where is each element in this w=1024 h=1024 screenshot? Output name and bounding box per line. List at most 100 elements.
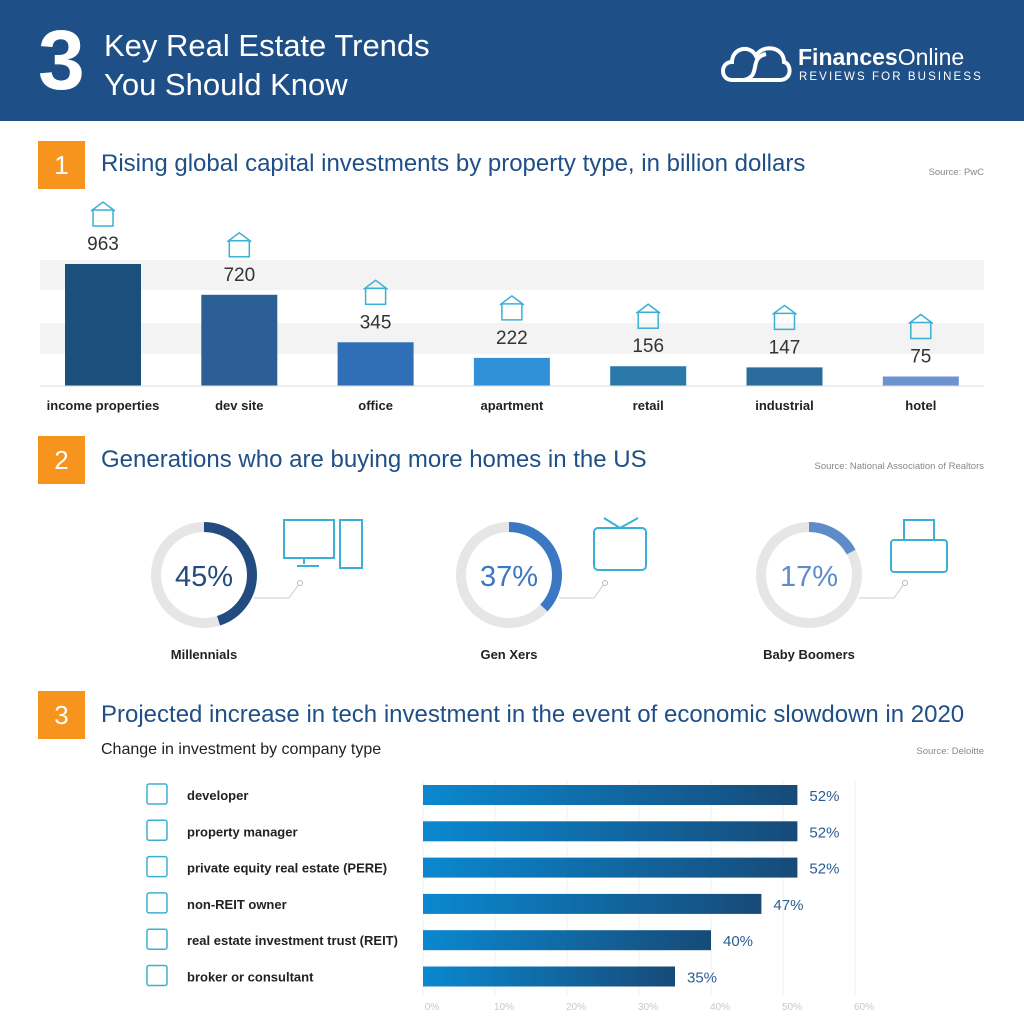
generation-label: Millennials [171, 647, 237, 662]
bar-value-label: 75 [910, 346, 931, 367]
category-label: hotel [905, 398, 936, 413]
hbar-3 [423, 857, 798, 878]
company-type-label: developer [187, 788, 248, 803]
dev-site-icon [226, 231, 252, 258]
house-icon [146, 855, 168, 878]
hbar-4 [423, 893, 762, 914]
connector-line [254, 583, 300, 599]
donut-value-label: 17% [780, 561, 838, 593]
apartment-icon [499, 294, 525, 321]
donut-arc-baby-boomers [756, 522, 862, 628]
section-1-source: Source: PwC [928, 167, 984, 178]
donut-arc-millennials [151, 522, 257, 628]
connector-dot [602, 580, 608, 586]
property-investment-chart: 963 income properties 720 dev site 345 office… [40, 201, 984, 413]
x-tick-label: 40% [710, 1002, 730, 1013]
bar-value-label: 345 [360, 312, 392, 333]
hbar-value-label: 52% [809, 861, 839, 878]
brand-name: FinancesOnline [798, 44, 964, 71]
section-3-number: 3 [38, 691, 85, 739]
background-stripe [40, 260, 984, 290]
brand-tagline: REVIEWS FOR BUSINESS [799, 71, 983, 83]
hbar-value-label: 35% [687, 970, 717, 987]
section-2-source: Source: National Association of Realtors [814, 461, 984, 472]
donut-arc-gen-xers [456, 522, 562, 628]
house-money-icon [146, 892, 168, 914]
section-1-number: 1 [38, 141, 85, 189]
desktop-computer-icon [283, 519, 363, 569]
bar-value-label: 147 [769, 337, 801, 358]
bar-value-label: 156 [632, 336, 664, 357]
bar-hotel [882, 376, 959, 386]
television-icon [593, 517, 647, 571]
cloud-logo-icon [721, 46, 792, 82]
company-type-label: private equity real estate (PERE) [187, 861, 387, 876]
section-2-number: 2 [38, 436, 85, 484]
title-line-2: You Should Know [104, 67, 348, 102]
x-tick-label: 50% [782, 1002, 802, 1013]
hbar-value-label: 52% [809, 788, 839, 805]
bar-dev-site [201, 294, 278, 386]
bank-dollar-icon [146, 928, 168, 950]
brand-light: Online [897, 44, 965, 70]
category-label: income properties [47, 398, 160, 413]
x-tick-label: 20% [566, 1002, 586, 1013]
section-2-title: Generations who are buying more homes in… [101, 446, 647, 473]
hbar-1 [423, 785, 798, 805]
hbar-value-label: 47% [773, 897, 803, 914]
company-type-label: property manager [187, 824, 298, 839]
section-3-source: Source: Deloitte [916, 746, 984, 757]
category-label: industrial [755, 398, 814, 413]
x-tick-label: 10% [494, 1002, 514, 1013]
generations-donut-charts: 45% Millennials 37% Gen Xers 17% Baby Boomers [151, 517, 948, 662]
crane-building-icon [146, 783, 168, 805]
retail-store-icon [635, 303, 661, 329]
typewriter-icon [890, 519, 948, 573]
connector-dot [297, 580, 303, 586]
section-3-title: Projected increase in tech investment in… [101, 701, 965, 728]
category-label: apartment [480, 398, 544, 413]
tech-investment-chart: 0% 10% 20% 30% 40% 50% 60% 52% developer 52% prope… [146, 780, 874, 1013]
x-tick-label: 0% [425, 1002, 440, 1013]
money-hand-icon [90, 201, 116, 227]
bar-value-label: 720 [223, 265, 255, 286]
bar-office [337, 342, 414, 386]
hbar-2 [423, 821, 798, 842]
category-label: retail [633, 398, 664, 413]
hbar-value-label: 52% [809, 824, 839, 841]
title-line-1: Key Real Estate Trends [104, 28, 430, 63]
hbar-5 [423, 930, 711, 951]
company-type-label: non-REIT owner [187, 897, 287, 912]
connector-line [559, 583, 605, 599]
x-tick-label: 60% [854, 1002, 874, 1013]
bar-value-label: 222 [496, 328, 528, 349]
person-icon [146, 964, 168, 987]
section-1-title: Rising global capital investments by pro… [101, 150, 806, 177]
connector-dot [902, 580, 908, 586]
company-type-label: real estate investment trust (REIT) [187, 933, 398, 948]
bar-retail [610, 366, 687, 386]
category-label: office [358, 398, 393, 413]
header-banner [0, 0, 1024, 121]
factory-icon [772, 304, 797, 331]
hbar-6 [423, 966, 675, 987]
generation-label: Gen Xers [480, 647, 537, 662]
generation-label: Baby Boomers [763, 647, 855, 662]
brand-bold: Finances [798, 44, 898, 70]
bar-apartment [473, 357, 550, 386]
background-stripe [40, 323, 984, 354]
hotel-icon [908, 313, 934, 340]
company-type-label: broker or consultant [187, 970, 314, 985]
donut-value-label: 37% [480, 561, 538, 593]
x-tick-label: 30% [638, 1002, 658, 1013]
category-label: dev site [215, 398, 263, 413]
office-building-icon [363, 279, 389, 306]
bar-value-label: 963 [87, 234, 119, 255]
page-title: Key Real Estate Trends You Should Know [104, 26, 430, 104]
donut-value-label: 45% [175, 561, 233, 593]
connector-line [859, 583, 905, 599]
bar-income-properties [65, 264, 141, 386]
section-3-subtitle: Change in investment by company type [101, 741, 382, 758]
bar-industrial [746, 367, 823, 386]
hand-key-icon [146, 819, 168, 842]
